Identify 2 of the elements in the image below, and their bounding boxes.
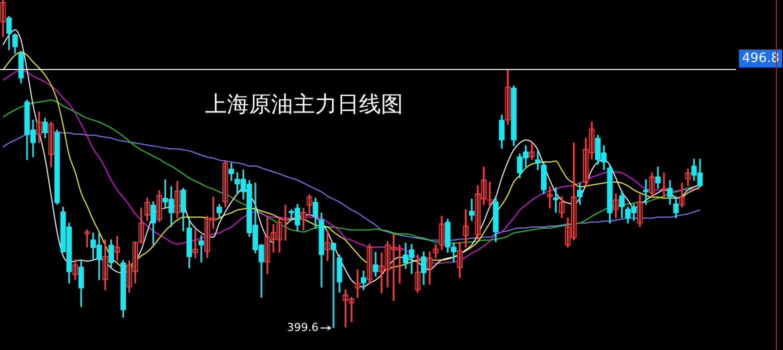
- text: 上海原油主力日线图: [205, 92, 403, 118]
- annotation: 399.6: [286, 320, 318, 334]
